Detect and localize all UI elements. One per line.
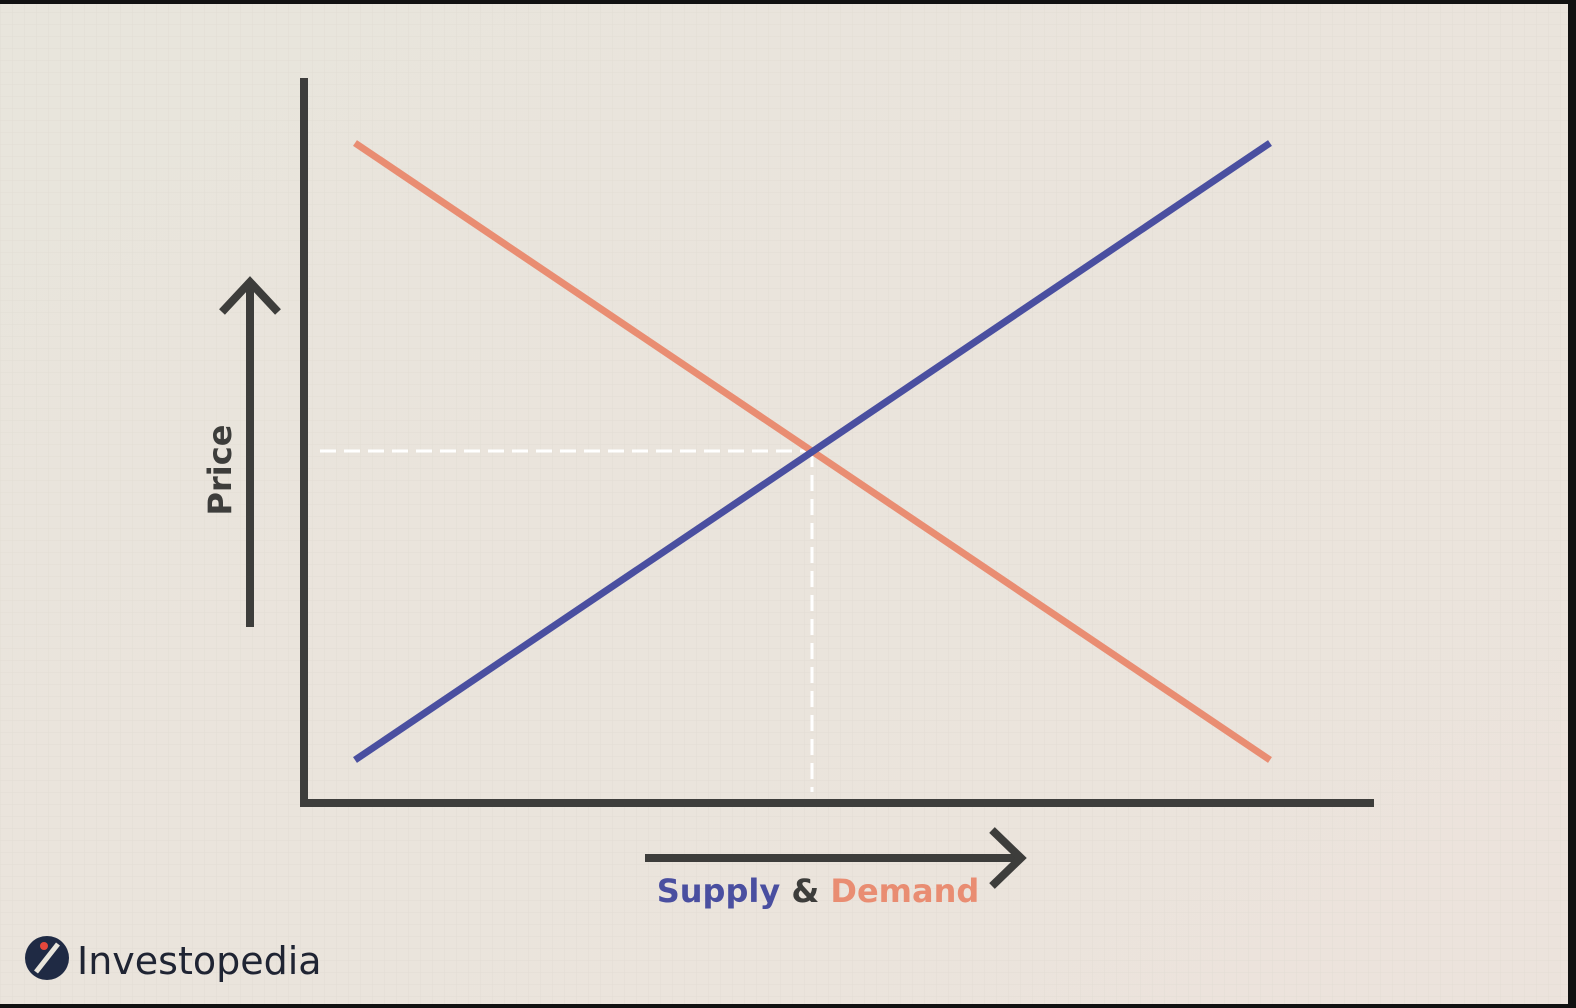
demand-label: Demand <box>830 872 979 910</box>
logo-icon-dot <box>40 942 48 950</box>
supply-label: Supply <box>657 872 781 910</box>
logo-text: Investopedia <box>77 939 322 983</box>
y-axis-label: Price <box>201 425 239 516</box>
supply-curve <box>353 140 1272 763</box>
x-axis-label: Supply & Demand <box>657 872 980 910</box>
quantity-arrow-head <box>989 827 1027 889</box>
price-arrow-head <box>219 276 281 315</box>
and-label: & <box>791 872 819 910</box>
logo-icon-stroke <box>34 942 60 974</box>
grid <box>0 4 1568 1004</box>
